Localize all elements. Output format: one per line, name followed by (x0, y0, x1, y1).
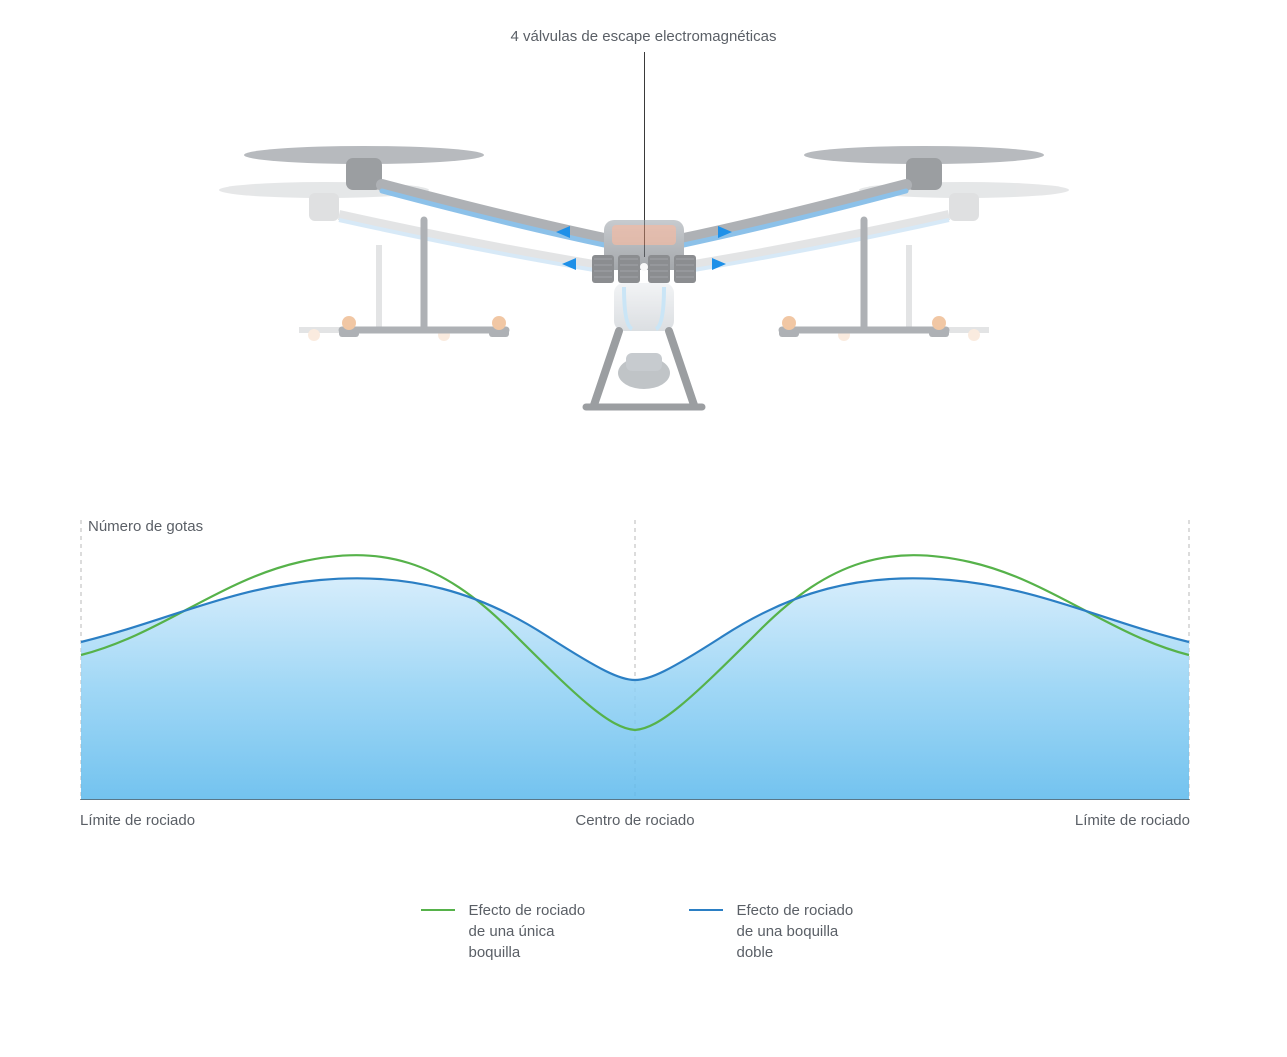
x-label-right: Límite de rociado (1075, 812, 1190, 829)
y-axis-label: Número de gotas (88, 518, 203, 535)
x-label-left: Límite de rociado (80, 812, 195, 829)
x-label-center: Centro de rociado (575, 812, 694, 829)
legend-swatch-icon (689, 909, 723, 911)
flow-arrow-icon (718, 226, 732, 238)
chart-canvas (80, 520, 1190, 800)
legend-label: Efecto de rociado de una boquilla doble (737, 900, 867, 963)
legend-label: Efecto de rociado de una única boquilla (469, 900, 599, 963)
flow-arrow-icon (562, 258, 576, 270)
x-axis-labels: Límite de rociado Centro de rociado Lími… (80, 812, 1190, 829)
flow-arrow-icon (556, 226, 570, 238)
drone-diagram-section: 4 válvulas de escape electromagnéticas (0, 0, 1287, 440)
chart-legend: Efecto de rociado de una única boquilla … (0, 900, 1287, 963)
legend-item-blue: Efecto de rociado de una boquilla doble (689, 900, 867, 963)
valve-label: 4 válvulas de escape electromagnéticas (511, 28, 777, 45)
spray-chart: Número de gotas Límite de rociado Centro… (80, 520, 1190, 820)
legend-swatch-icon (421, 909, 455, 911)
flow-arrow-icon (712, 258, 726, 270)
legend-item-green: Efecto de rociado de una única boquilla (421, 900, 599, 963)
drone-illustration (214, 95, 1074, 435)
